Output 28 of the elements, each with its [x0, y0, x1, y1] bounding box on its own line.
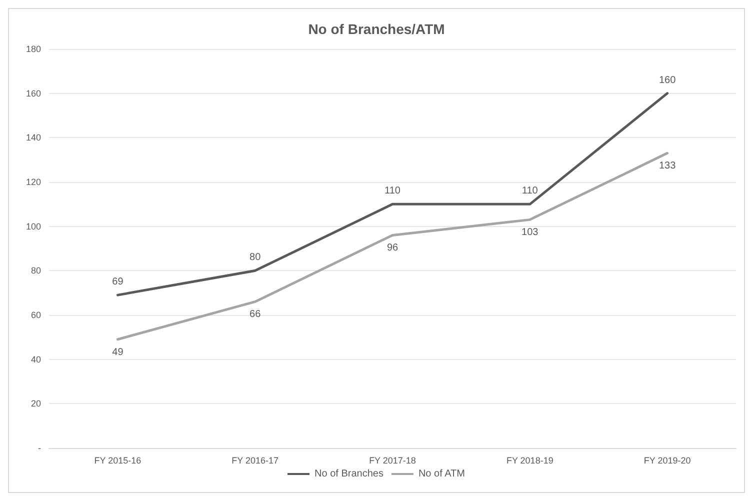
y-tick-label: 140 [26, 132, 41, 143]
y-tick-label: 80 [30, 266, 41, 276]
y-tick-label: 60 [30, 310, 41, 320]
data-label: 110 [384, 186, 401, 197]
legend-label: No of ATM [418, 468, 465, 480]
data-label: 49 [112, 346, 124, 358]
y-tick-label: 40 [30, 354, 41, 364]
x-tick-label: FY 2019-20 [644, 456, 691, 466]
x-tick-label: FY 2017-18 [369, 456, 416, 466]
data-label: 133 [658, 160, 676, 172]
y-tick-label: 180 [26, 44, 41, 54]
data-label: 69 [112, 276, 124, 288]
data-label: 110 [522, 186, 538, 197]
legend-label: No of Branches [314, 468, 384, 480]
y-tick-label: 120 [26, 177, 41, 187]
data-label: 96 [386, 242, 398, 254]
x-tick-label: FY 2016-17 [232, 456, 279, 466]
data-label: 103 [522, 227, 539, 238]
y-tick-label: - [38, 443, 41, 453]
x-tick-label: FY 2018-19 [506, 456, 554, 466]
y-tick-label: 20 [30, 398, 41, 409]
x-tick-label: FY 2015-16 [94, 456, 142, 466]
data-label: 66 [250, 309, 262, 320]
y-tick-label: 100 [26, 221, 41, 232]
data-label: 160 [658, 74, 676, 86]
chart-title: No of Branches/ATM [308, 21, 445, 37]
y-tick-label: 160 [26, 88, 41, 98]
data-label: 80 [250, 252, 262, 264]
